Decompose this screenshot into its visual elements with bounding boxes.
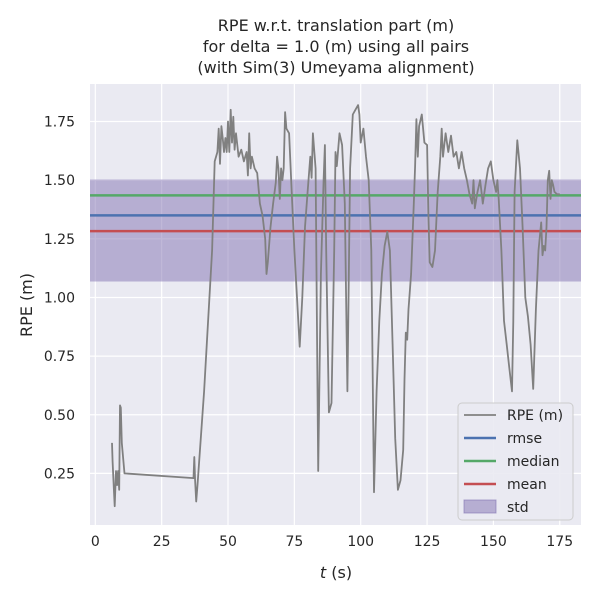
title-line-2: for delta = 1.0 (m) using all pairs (203, 37, 469, 56)
legend-label-rmse: rmse (507, 431, 542, 447)
y-tick-label: 1.25 (44, 232, 75, 248)
legend-box (457, 402, 574, 521)
x-tick-label: 125 (414, 534, 441, 550)
y-tick-label: 0.25 (44, 466, 75, 482)
rpe-series-line (111, 104, 560, 508)
x-axis-label-unit: (s) (326, 563, 352, 582)
x-tick-label: 50 (219, 534, 237, 550)
y-tick-labels: 0.25 0.50 0.75 1.00 1.25 1.50 1.75 (44, 115, 75, 483)
y-tick-label: 0.50 (44, 408, 75, 424)
x-tick-label: 150 (480, 534, 507, 550)
x-axis-label: t (s) (320, 563, 352, 582)
x-tick-label: 0 (91, 534, 100, 550)
legend-label-mean: mean (507, 477, 547, 493)
x-tick-label: 100 (347, 534, 374, 550)
y-tick-label: 1.00 (44, 290, 75, 306)
legend-label-median: median (507, 454, 559, 470)
legend: RPE (m) rmse median mean std (457, 402, 574, 521)
y-tick-label: 0.75 (44, 349, 75, 365)
legend-items: RPE (m) rmse median mean std (463, 408, 563, 516)
legend-swatch-std (463, 499, 497, 514)
chart-title: RPE w.r.t. translation part (m) for delt… (197, 16, 474, 77)
x-tick-label: 25 (153, 534, 171, 550)
x-tick-label: 75 (285, 534, 303, 550)
legend-label-series: RPE (m) (507, 408, 563, 424)
x-axis-label-variable: t (320, 563, 327, 582)
title-line-1: RPE w.r.t. translation part (m) (218, 16, 454, 35)
title-line-3: (with Sim(3) Umeyama alignment) (197, 58, 474, 77)
y-axis-label: RPE (m) (17, 273, 36, 337)
x-tick-labels: 0 25 50 75 100 125 150 175 (91, 534, 573, 550)
y-tick-label: 1.75 (44, 115, 75, 131)
x-tick-label: 175 (546, 534, 573, 550)
legend-label-std: std (507, 500, 529, 516)
y-tick-label: 1.50 (44, 173, 75, 189)
